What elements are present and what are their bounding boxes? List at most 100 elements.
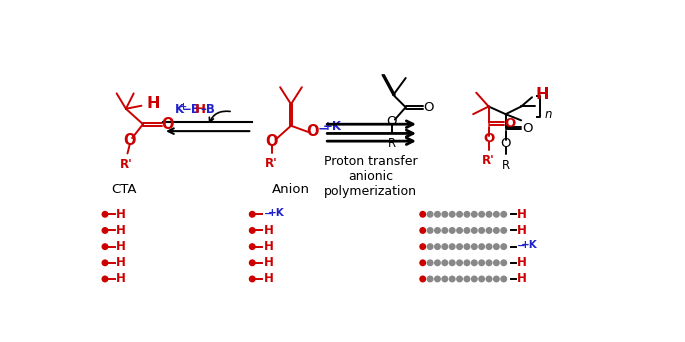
Text: O: O xyxy=(483,132,495,145)
Circle shape xyxy=(486,259,493,266)
Text: −: − xyxy=(516,241,525,251)
Circle shape xyxy=(493,211,500,218)
Circle shape xyxy=(464,259,471,266)
Circle shape xyxy=(478,243,485,250)
Circle shape xyxy=(449,227,456,234)
Text: O: O xyxy=(424,101,434,114)
Text: O: O xyxy=(501,137,511,150)
Circle shape xyxy=(471,211,477,218)
Circle shape xyxy=(464,211,471,218)
Circle shape xyxy=(486,211,493,218)
Text: R': R' xyxy=(482,154,495,167)
Circle shape xyxy=(464,276,471,282)
Circle shape xyxy=(434,211,441,218)
Text: +: + xyxy=(179,102,186,111)
Text: −B: −B xyxy=(182,103,201,116)
Circle shape xyxy=(493,276,500,282)
Text: K: K xyxy=(175,103,184,116)
Circle shape xyxy=(441,276,448,282)
Text: O: O xyxy=(265,134,278,149)
Text: R: R xyxy=(501,159,510,172)
Circle shape xyxy=(471,243,477,250)
Circle shape xyxy=(101,211,108,218)
Circle shape xyxy=(493,243,500,250)
Circle shape xyxy=(449,211,456,218)
Circle shape xyxy=(249,243,256,250)
Circle shape xyxy=(419,227,426,234)
Circle shape xyxy=(419,276,426,282)
Circle shape xyxy=(434,276,441,282)
Circle shape xyxy=(493,227,500,234)
Text: n: n xyxy=(545,108,552,121)
Circle shape xyxy=(493,259,500,266)
Text: –B: –B xyxy=(200,103,215,116)
Text: CTA: CTA xyxy=(112,184,137,197)
Circle shape xyxy=(456,276,463,282)
Circle shape xyxy=(456,243,463,250)
Circle shape xyxy=(500,211,507,218)
Circle shape xyxy=(101,276,108,282)
Text: H: H xyxy=(264,224,273,237)
Text: +K: +K xyxy=(323,120,342,133)
Text: H: H xyxy=(516,224,526,237)
Circle shape xyxy=(478,211,485,218)
Circle shape xyxy=(427,227,434,234)
Circle shape xyxy=(441,227,448,234)
Text: H: H xyxy=(516,256,526,269)
Text: H: H xyxy=(116,208,126,221)
Circle shape xyxy=(101,243,108,250)
Circle shape xyxy=(249,227,256,234)
Text: Anion: Anion xyxy=(272,184,310,197)
Text: H: H xyxy=(116,256,126,269)
Circle shape xyxy=(486,227,493,234)
Circle shape xyxy=(419,243,426,250)
Circle shape xyxy=(500,276,507,282)
Circle shape xyxy=(101,259,108,266)
Text: +K: +K xyxy=(268,208,285,218)
Circle shape xyxy=(486,276,493,282)
Text: H: H xyxy=(146,96,160,111)
Circle shape xyxy=(471,227,477,234)
Circle shape xyxy=(249,259,256,266)
Circle shape xyxy=(427,276,434,282)
Circle shape xyxy=(427,211,434,218)
Circle shape xyxy=(464,227,471,234)
Text: H: H xyxy=(116,273,126,286)
Text: H: H xyxy=(116,224,126,237)
Text: H: H xyxy=(535,87,549,102)
Text: Proton transfer
anionic
polymerization: Proton transfer anionic polymerization xyxy=(324,155,418,198)
Text: H: H xyxy=(264,273,273,286)
Circle shape xyxy=(500,227,507,234)
Circle shape xyxy=(249,276,256,282)
Circle shape xyxy=(471,259,477,266)
Text: H: H xyxy=(264,256,273,269)
Circle shape xyxy=(456,259,463,266)
Circle shape xyxy=(464,243,471,250)
Circle shape xyxy=(427,259,434,266)
Text: H: H xyxy=(116,240,126,253)
Text: −: − xyxy=(264,209,272,219)
Circle shape xyxy=(456,227,463,234)
Circle shape xyxy=(471,276,477,282)
Circle shape xyxy=(249,211,256,218)
Circle shape xyxy=(478,276,485,282)
Circle shape xyxy=(427,243,434,250)
Text: −: − xyxy=(317,122,329,135)
Circle shape xyxy=(478,227,485,234)
Text: R: R xyxy=(388,137,396,150)
Circle shape xyxy=(449,276,456,282)
Text: O: O xyxy=(123,133,136,148)
Text: H: H xyxy=(516,208,526,221)
Circle shape xyxy=(419,211,426,218)
Circle shape xyxy=(441,243,448,250)
Circle shape xyxy=(486,243,493,250)
Text: H: H xyxy=(195,103,206,116)
Circle shape xyxy=(478,259,485,266)
Text: O: O xyxy=(162,117,174,132)
Circle shape xyxy=(419,259,426,266)
Circle shape xyxy=(434,227,441,234)
Text: O: O xyxy=(522,121,533,134)
Circle shape xyxy=(456,211,463,218)
Text: H: H xyxy=(264,240,273,253)
Circle shape xyxy=(441,259,448,266)
